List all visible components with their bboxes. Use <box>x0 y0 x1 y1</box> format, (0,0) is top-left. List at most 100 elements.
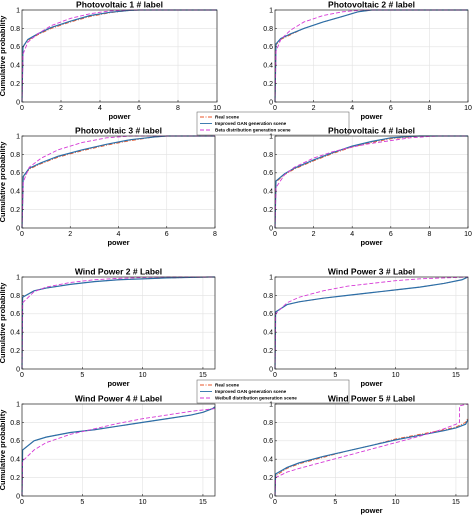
legend-entry: Beta distribution generation scene <box>215 128 291 133</box>
x-tick-label: 0 <box>273 372 277 379</box>
x-tick-label: 5 <box>333 372 337 379</box>
x-tick-label: 15 <box>199 499 207 506</box>
x-tick-label: 5 <box>80 499 84 506</box>
series-line-2 <box>274 419 469 497</box>
y-tick-label: 0.2 <box>263 207 273 214</box>
x-axis-label: power <box>360 112 382 121</box>
y-tick-label: 1 <box>16 401 20 408</box>
y-tick-label: 0.2 <box>10 348 20 355</box>
x-tick-label: 2 <box>312 105 316 112</box>
y-tick-label: 1 <box>269 274 273 281</box>
x-tick-label: 0 <box>20 499 24 506</box>
chart-panel-7: 0 5 10 15 0 0.2 0.4 0.6 0.8 1 Wind Power 4 # Label… <box>0 394 216 506</box>
chart-title: Wind Power 5 # Label <box>328 394 415 404</box>
y-tick-label: 0.4 <box>263 189 273 196</box>
x-tick-label: 0 <box>273 105 277 112</box>
axes-box <box>21 9 218 103</box>
chart-panel-8: 0 5 10 15 0 0.2 0.4 0.6 0.8 1 Wind Power 5 # Label… <box>263 394 469 515</box>
x-tick-label: 10 <box>464 105 472 112</box>
y-tick-label: 0 <box>16 366 20 373</box>
y-tick-label: 0.4 <box>10 457 20 464</box>
y-tick-label: 0.2 <box>263 348 273 355</box>
y-tick-label: 0.8 <box>10 152 20 159</box>
y-tick-label: 0.4 <box>263 457 273 464</box>
axes-box <box>21 276 216 370</box>
y-tick-label: 0.6 <box>263 44 273 51</box>
legend-entry: Real scene <box>215 115 239 120</box>
series-line-3 <box>21 9 217 103</box>
y-tick-label: 0 <box>269 225 273 232</box>
chart-title: Photovoltaic 3 # label <box>75 126 162 136</box>
legend-entry: Weibull distribution generation scene <box>215 396 297 401</box>
legend-entry: Real scene <box>215 383 239 388</box>
y-tick-label: 0.6 <box>263 170 273 177</box>
y-tick-label: 0.4 <box>10 189 20 196</box>
series-line-1 <box>274 135 468 229</box>
x-axis-label: power <box>107 379 129 388</box>
y-tick-label: 0.6 <box>10 44 20 51</box>
chart-title: Wind Power 2 # Label <box>75 267 162 277</box>
y-tick-label: 1 <box>16 7 20 14</box>
series-line-2 <box>274 276 469 370</box>
y-tick-label: 0.6 <box>10 170 20 177</box>
y-tick-label: 0 <box>269 366 273 373</box>
y-tick-label: 0.4 <box>10 330 20 337</box>
plot-area <box>275 404 468 496</box>
y-tick-label: 0.8 <box>263 26 273 33</box>
x-tick-label: 0 <box>273 231 277 238</box>
plot-area <box>275 136 468 228</box>
x-tick-label: 15 <box>199 372 207 379</box>
x-tick-label: 15 <box>452 499 460 506</box>
y-tick-label: 1 <box>269 7 273 14</box>
x-tick-label: 0 <box>273 499 277 506</box>
y-tick-label: 0.8 <box>263 152 273 159</box>
x-tick-label: 5 <box>333 499 337 506</box>
series-line-2 <box>21 406 216 497</box>
series-line-3 <box>274 9 468 103</box>
y-tick-label: 0.8 <box>263 293 273 300</box>
series-line-1 <box>21 9 217 103</box>
x-tick-label: 10 <box>464 231 472 238</box>
axes-box <box>274 403 469 497</box>
chart-panel-6: 0 5 10 15 0 0.2 0.4 0.6 0.8 1 Wind Power 3 # Label… <box>263 267 469 388</box>
axes-box <box>274 9 469 103</box>
x-tick-label: 0 <box>20 372 24 379</box>
y-tick-label: 0.4 <box>10 63 20 70</box>
chart-panel-2: 0 2 4 6 8 10 0 0.2 0.4 0.6 0.8 1 Photovoltaic 2 # la… <box>263 0 472 121</box>
y-tick-label: 0 <box>16 225 20 232</box>
y-tick-label: 1 <box>269 401 273 408</box>
chart-panel-3: 0 2 4 6 8 0 0.2 0.4 0.6 0.8 1 Photovoltaic 3 # labe… <box>0 126 217 248</box>
y-tick-label: 0.2 <box>263 475 273 482</box>
y-tick-label: 0.2 <box>10 81 20 88</box>
x-tick-label: 10 <box>392 499 400 506</box>
legend-entry: Improved GAN generation scene <box>215 121 287 126</box>
x-tick-label: 15 <box>452 372 460 379</box>
x-tick-label: 10 <box>139 499 147 506</box>
x-tick-label: 8 <box>427 231 431 238</box>
x-tick-label: 8 <box>213 231 217 238</box>
x-axis-label: power <box>360 238 382 247</box>
axes-box <box>274 135 469 229</box>
y-tick-label: 0.4 <box>263 63 273 70</box>
x-tick-label: 0 <box>20 105 24 112</box>
x-tick-label: 10 <box>139 372 147 379</box>
y-tick-label: 0.8 <box>10 293 20 300</box>
y-tick-label: 0.8 <box>10 26 20 33</box>
legend-entry: Improved GAN generation scene <box>215 389 287 394</box>
x-tick-label: 6 <box>389 231 393 238</box>
plot-area <box>22 277 215 369</box>
y-tick-label: 0.8 <box>10 420 20 427</box>
y-tick-label: 1 <box>16 274 20 281</box>
x-tick-label: 10 <box>213 105 221 112</box>
y-tick-label: 0.8 <box>263 420 273 427</box>
axes-box <box>274 276 469 370</box>
series-line-3 <box>274 135 468 229</box>
x-axis-label: power <box>360 379 382 388</box>
x-tick-label: 4 <box>350 105 354 112</box>
y-tick-label: 1 <box>16 133 20 140</box>
x-tick-label: 10 <box>392 372 400 379</box>
y-tick-label: 0.2 <box>263 81 273 88</box>
chart-panel-1: 0 2 4 6 8 10 0 0.2 0.4 0.6 0.8 1 Photovoltaic 1 # la… <box>0 0 221 121</box>
